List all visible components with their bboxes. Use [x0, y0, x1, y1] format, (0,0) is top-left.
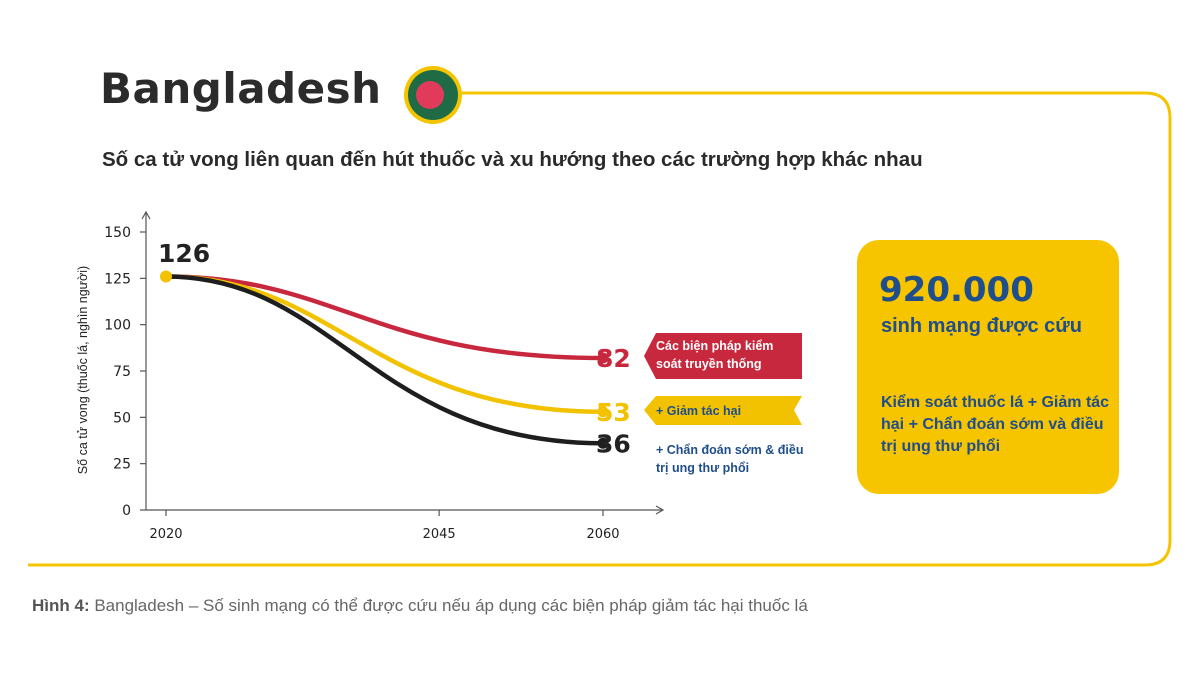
start-point — [160, 270, 172, 283]
series-early-diagnosis-line — [163, 274, 606, 446]
y-tick-label: 0 — [122, 503, 131, 519]
legend-tag-harm-reduction — [644, 396, 802, 425]
legend-label-traditional: Các biện pháp kiểm soát truyền thống — [656, 339, 774, 371]
y-tick-label: 50 — [113, 410, 131, 426]
legend-label-harm-reduction: + Giảm tác hại — [656, 404, 742, 418]
start-label: 126 — [158, 239, 210, 268]
lives-saved-subtitle: sinh mạng được cứu — [881, 315, 1082, 337]
y-tick-label: 75 — [113, 364, 131, 380]
y-tick-label: 100 — [104, 318, 131, 334]
end-label-traditional: 82 — [596, 344, 631, 373]
series-traditional-line — [163, 274, 606, 361]
caption-prefix: Hình 4: — [32, 596, 90, 615]
y-axis-arrow — [141, 210, 151, 220]
caption-text: Bangladesh – Số sinh mạng có thể được cứ… — [89, 596, 808, 615]
series-harm-reduction-line — [163, 274, 606, 415]
series-harm-reduction-end-point — [597, 406, 609, 418]
end-label-harm-reduction: 53 — [596, 398, 631, 427]
x-tick-label: 2020 — [149, 527, 182, 542]
lives-saved-number: 920.000 — [879, 270, 1034, 310]
chart-subtitle: Số ca tử vong liên quan đến hút thuốc và… — [102, 148, 923, 171]
x-tick-label: 2045 — [423, 527, 456, 542]
legend-tag-traditional — [644, 333, 802, 379]
x-axis-arrow — [655, 505, 665, 515]
figure-caption: Hình 4: Bangladesh – Số sinh mạng có thể… — [32, 596, 808, 616]
page-title: Bangladesh — [100, 64, 382, 113]
legend-label-early-diagnosis: + Chẩn đoán sớm & điều trị ung thư phổi — [656, 443, 804, 475]
end-label-early-diagnosis: 36 — [596, 429, 631, 458]
y-tick-label: 150 — [104, 225, 131, 241]
x-tick-label: 2060 — [586, 527, 619, 542]
lives-saved-panel: 920.000 sinh mạng được cứu Kiểm soát thu… — [857, 240, 1119, 494]
series-early-diagnosis-end-point — [597, 437, 609, 449]
bangladesh-flag-icon — [404, 66, 462, 124]
y-tick-label: 25 — [113, 457, 131, 473]
series-traditional-end-point — [597, 352, 609, 364]
lives-saved-description: Kiểm soát thuốc lá + Giảm tác hại + Chẩn… — [881, 394, 1110, 455]
y-tick-label: 125 — [104, 271, 131, 287]
